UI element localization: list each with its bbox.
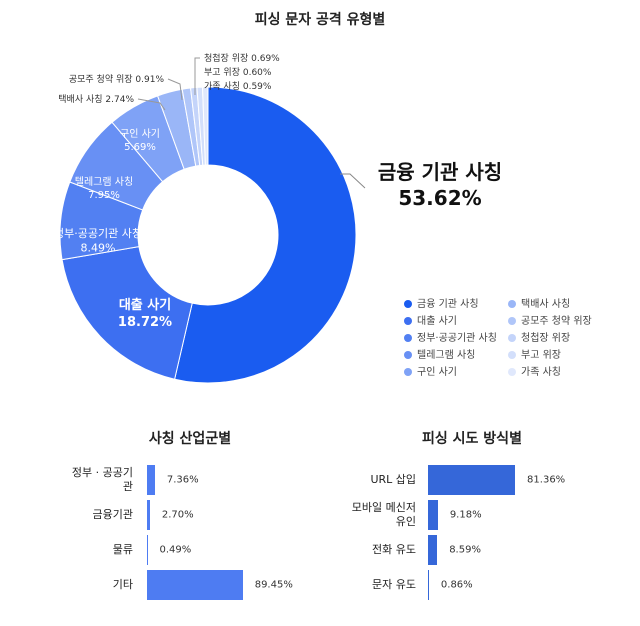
value-label: 8.59% xyxy=(449,544,481,556)
bar xyxy=(147,465,155,495)
category-label: 문자 유도 xyxy=(372,578,416,591)
slice-value: 8.49% xyxy=(81,241,116,254)
category-label: 전화 유도 xyxy=(372,543,416,556)
value-label: 0.86% xyxy=(440,579,473,591)
slice-category: 정부·공공기관 사칭 xyxy=(54,227,142,240)
donut-slice xyxy=(61,246,193,380)
value-label: 2.70% xyxy=(161,509,194,521)
value-label: 7.36% xyxy=(166,474,199,486)
value-label: 0.49% xyxy=(159,544,192,556)
slice-value: 0.69% xyxy=(251,54,280,64)
chart-title: 사칭 산업군별 xyxy=(148,431,232,447)
slice-category: 가족 사칭 xyxy=(204,81,240,92)
donut-slice xyxy=(174,86,357,384)
value-label: 81.36% xyxy=(527,474,566,486)
legend-label: 가족 사칭 xyxy=(521,366,561,378)
slice-value: 2.74% xyxy=(105,95,134,105)
value-label: 89.45% xyxy=(254,579,293,591)
slice-value: 7.95% xyxy=(88,190,120,201)
category-label: 금융기관 xyxy=(92,508,133,521)
category-label: 모바일 메신저 유인 xyxy=(351,501,416,528)
chart-title: 피싱 시도 방식별 xyxy=(422,431,522,447)
category-label: 물류 xyxy=(112,543,133,556)
bar xyxy=(147,500,150,530)
chart-title: 피싱 문자 공격 유형별 xyxy=(255,11,386,28)
value-label: 9.18% xyxy=(449,509,482,521)
slice-category: 공모주 청약 위장 xyxy=(69,73,133,85)
bar xyxy=(428,465,516,495)
bar xyxy=(147,570,243,600)
slice-label: 구인 사기 5.69% xyxy=(120,128,160,153)
legend-swatch xyxy=(508,351,516,359)
category-label: 정부 · 공공기관 xyxy=(71,466,133,493)
legend-swatch xyxy=(508,317,516,325)
slice-category: 구인 사기 xyxy=(120,128,160,140)
legend-label: 택배사 사칭 xyxy=(521,298,570,310)
legend-label: 대출 사기 xyxy=(417,315,457,327)
slice-category: 부고 위장 xyxy=(204,67,240,78)
legend-swatch xyxy=(508,300,516,308)
slice-label: 금융 기관 사칭 53.62% xyxy=(378,160,502,210)
slice-label: 정부·공공기관 사칭 8.49% xyxy=(54,227,142,254)
slice-label: 공모주 청약 위장 0.91% xyxy=(69,73,165,85)
leader-line xyxy=(340,173,366,189)
slice-category: 텔레그램 사칭 xyxy=(75,176,133,188)
slice-category: 금융 기관 사칭 xyxy=(378,160,502,184)
slice-label: 대출 사기 18.72% xyxy=(118,297,172,330)
legend-label: 구인 사기 xyxy=(417,366,457,378)
category-label: 기타 xyxy=(112,578,133,591)
slice-label: 가족 사칭 0.59% xyxy=(204,81,272,92)
legend-label: 정부·공공기관 사칭 xyxy=(417,332,497,344)
leader-line xyxy=(137,98,166,111)
legend-swatch xyxy=(508,368,516,376)
category-label: URL 삽입 xyxy=(370,473,416,486)
bar xyxy=(428,535,438,565)
slice-label: 부고 위장 0.60% xyxy=(204,67,272,78)
slice-value: 5.69% xyxy=(124,142,156,153)
bar xyxy=(428,500,438,530)
legend-swatch xyxy=(404,334,412,342)
slice-value: 53.62% xyxy=(398,186,481,210)
slice-value: 0.91% xyxy=(135,75,164,85)
legend-label: 금융 기관 사칭 xyxy=(417,298,479,310)
slice-value: 18.72% xyxy=(118,314,172,329)
slice-label: 청첩장 위장 0.69% xyxy=(204,53,280,64)
leader-line xyxy=(167,78,183,101)
slice-category: 청첩장 위장 xyxy=(204,53,248,64)
slice-label: 택배사 사칭 2.74% xyxy=(58,94,134,105)
bar xyxy=(428,570,429,600)
legend-swatch xyxy=(404,351,412,359)
slice-category: 택배사 사칭 xyxy=(58,94,102,105)
legend-swatch xyxy=(404,368,412,376)
slice-category: 대출 사기 xyxy=(119,297,171,313)
legend-label: 부고 위장 xyxy=(521,348,561,361)
slice-label: 텔레그램 사칭 7.95% xyxy=(75,176,133,201)
slice-value: 0.60% xyxy=(243,68,272,78)
legend-label: 텔레그램 사칭 xyxy=(417,349,475,361)
legend-label: 공모주 청약 위장 xyxy=(521,314,592,327)
leader-line xyxy=(194,57,200,95)
legend-swatch xyxy=(508,334,516,342)
donut-slice xyxy=(201,86,209,166)
bar xyxy=(147,535,148,565)
legend-swatch xyxy=(404,300,412,308)
slice-value: 0.59% xyxy=(243,82,272,92)
legend-swatch xyxy=(404,317,412,325)
legend-label: 청첩장 위장 xyxy=(521,331,570,344)
